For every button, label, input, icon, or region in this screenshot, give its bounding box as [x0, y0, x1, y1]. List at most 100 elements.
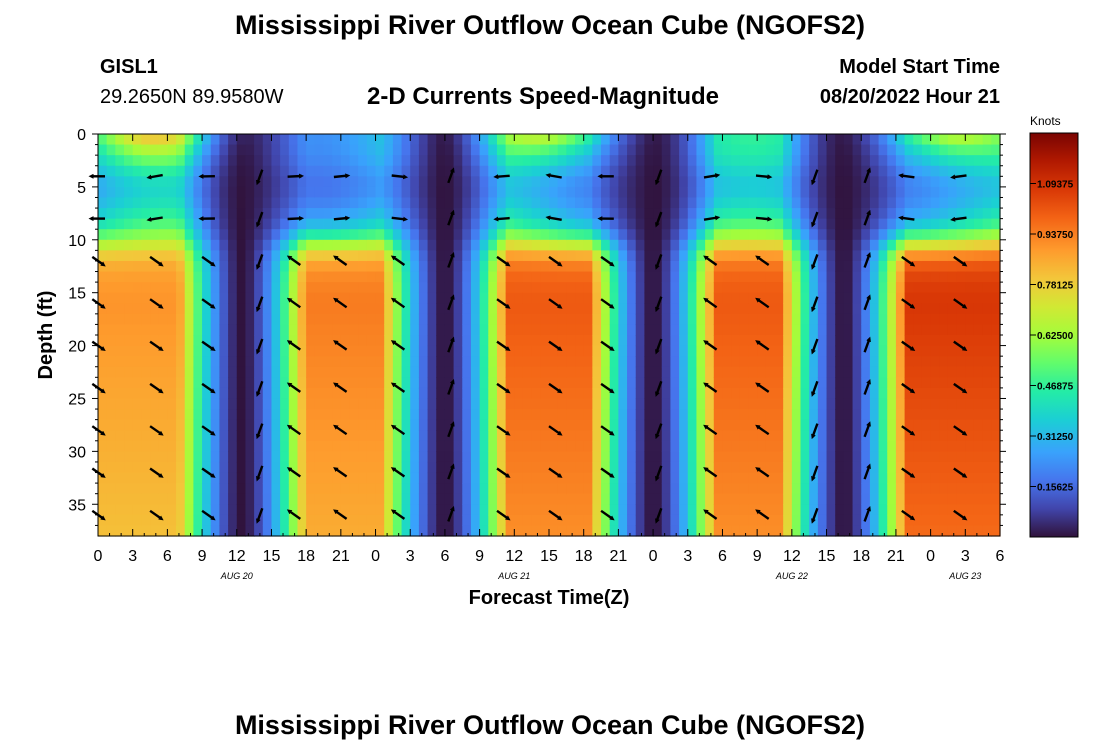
heatmap-cell: [245, 144, 255, 156]
heatmap-cell: [245, 377, 255, 389]
heatmap-cell: [106, 250, 116, 262]
heatmap-cell: [141, 440, 151, 452]
heatmap-cell: [167, 239, 177, 251]
heatmap-cell: [531, 303, 541, 315]
heatmap-cell: [514, 144, 524, 156]
heatmap-cell: [462, 398, 472, 410]
heatmap-cell: [939, 260, 949, 273]
heatmap-cell: [184, 208, 194, 220]
heatmap-cell: [522, 292, 533, 304]
heatmap-cell: [549, 409, 559, 421]
heatmap-cell: [150, 218, 160, 230]
current-arrow: [655, 338, 663, 355]
heatmap-cell: [904, 419, 914, 431]
heatmap-cell: [757, 229, 767, 241]
heatmap-cell: [522, 451, 533, 463]
heatmap-cell: [731, 260, 741, 273]
heatmap-cell: [366, 134, 377, 146]
heatmap-cell: [236, 419, 247, 431]
heatmap-cell: [878, 271, 888, 283]
heatmap-cell: [106, 313, 116, 326]
heatmap-cell: [271, 356, 281, 368]
heatmap-cell: [549, 493, 559, 505]
heatmap-cell: [349, 165, 359, 177]
heatmap-cell: [826, 430, 836, 442]
heatmap-cell: [575, 292, 585, 304]
heatmap-cell: [479, 324, 489, 336]
heatmap-cell: [401, 451, 411, 463]
current-arrow: [703, 467, 718, 478]
heatmap-cell: [184, 218, 194, 230]
heatmap-cell: [202, 472, 212, 484]
heatmap-cell: [609, 134, 619, 146]
heatmap-cell: [887, 134, 897, 146]
heatmap-cell: [592, 483, 602, 495]
heatmap-cell: [861, 134, 871, 146]
heatmap-cell: [774, 282, 784, 294]
heatmap-cell: [696, 366, 706, 378]
heatmap-cell: [150, 430, 160, 442]
heatmap-cell: [973, 282, 984, 294]
heatmap-cell: [791, 303, 802, 315]
heatmap-cell: [219, 461, 229, 474]
heatmap-cell: [722, 440, 732, 452]
heatmap-cell: [973, 155, 984, 167]
heatmap-cell: [696, 493, 706, 505]
heatmap-cell: [132, 451, 142, 463]
heatmap-cell: [575, 271, 585, 283]
heatmap-cell: [193, 271, 203, 283]
heatmap-cell: [141, 430, 151, 442]
heatmap-cell: [869, 398, 880, 410]
heatmap-cell: [314, 440, 325, 452]
heatmap-cell: [254, 239, 264, 251]
heatmap-cell: [904, 176, 914, 188]
heatmap-cell: [106, 345, 116, 357]
heatmap-cell: [956, 155, 966, 167]
heatmap-cell: [427, 366, 437, 378]
heatmap-cell: [98, 409, 108, 421]
heatmap-cell: [991, 271, 1001, 283]
heatmap-cell: [288, 440, 299, 452]
heatmap-cell: [184, 377, 194, 389]
heatmap-cell: [939, 208, 949, 220]
heatmap-cell: [436, 292, 446, 304]
current-arrow: [390, 467, 406, 478]
heatmap-cell: [392, 324, 403, 336]
heatmap-cell: [670, 176, 680, 188]
x-tick-label: 12: [783, 548, 801, 565]
heatmap-cell: [306, 366, 316, 378]
heatmap-cell: [679, 208, 689, 220]
heatmap-cell: [392, 208, 403, 220]
heatmap-cell: [653, 229, 663, 241]
heatmap-cell: [774, 472, 784, 484]
heatmap-cell: [358, 186, 368, 199]
heatmap-cell: [904, 525, 914, 537]
heatmap-cell: [436, 387, 446, 400]
heatmap-cell: [410, 239, 420, 251]
heatmap-cell: [947, 451, 958, 463]
current-arrow: [333, 173, 351, 179]
heatmap-cell: [670, 377, 680, 389]
heatmap-cell: [132, 144, 142, 156]
heatmap-cell: [939, 430, 949, 442]
heatmap-cell: [991, 387, 1001, 400]
heatmap-cell: [713, 483, 724, 495]
heatmap-cell: [713, 303, 724, 315]
heatmap-cell: [861, 377, 871, 389]
heatmap-cell: [618, 176, 628, 188]
x-tick-label: 15: [263, 548, 281, 565]
current-arrow: [287, 173, 305, 179]
heatmap-cell: [401, 398, 411, 410]
heatmap-cell: [219, 483, 229, 495]
heatmap-cell: [800, 271, 810, 283]
heatmap-cell: [913, 345, 923, 357]
heatmap-cell: [991, 430, 1001, 442]
heatmap-cell: [843, 303, 854, 315]
heatmap-cell: [956, 239, 966, 251]
heatmap-cell: [930, 144, 940, 156]
heatmap-cell: [418, 504, 429, 516]
heatmap-cell: [297, 208, 307, 220]
heatmap-cell: [340, 239, 351, 251]
heatmap-cell: [627, 218, 637, 230]
heatmap-cell: [219, 451, 229, 463]
